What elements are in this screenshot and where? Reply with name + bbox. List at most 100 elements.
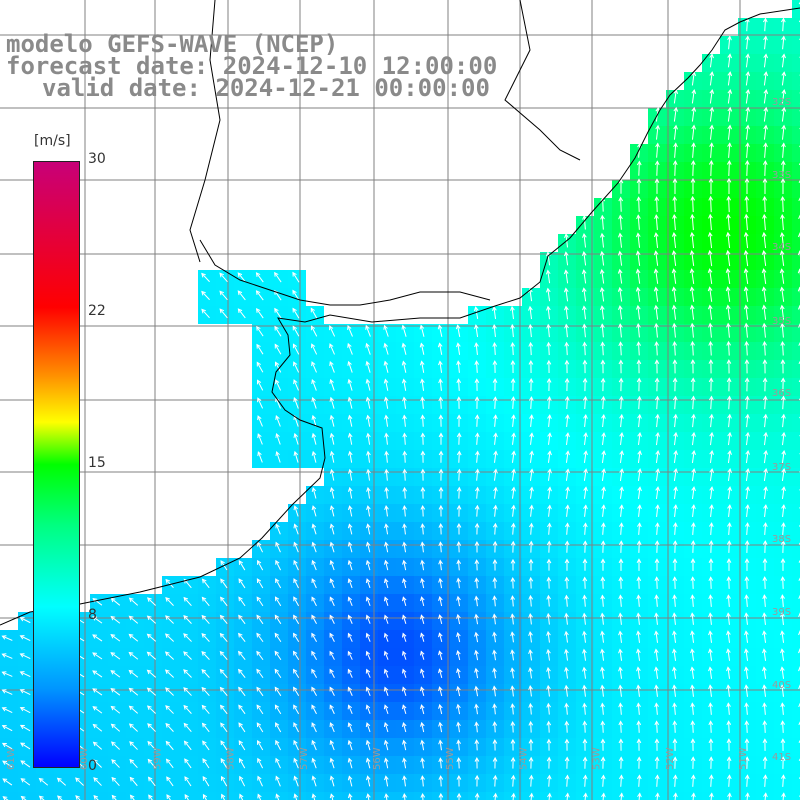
wind-arrow: [293, 432, 299, 445]
wind-arrow: [419, 686, 425, 697]
colorbar-tick-15: 15: [88, 455, 106, 471]
wind-arrow: [654, 377, 660, 392]
wind-cell: [792, 774, 800, 792]
wind-arrow: [293, 541, 299, 553]
wind-arrow: [274, 596, 282, 607]
wind-arrow: [708, 576, 714, 589]
wind-arrow: [690, 558, 696, 571]
wind-arrow: [311, 541, 317, 553]
wind-arrow: [146, 615, 157, 624]
wind-arrow: [564, 738, 570, 751]
wind-arrow: [329, 775, 335, 787]
wind-arrow: [671, 268, 677, 284]
wind-arrow: [311, 614, 317, 625]
colorbar: [33, 161, 80, 768]
wind-arrow: [619, 792, 624, 800]
wind-arrow: [745, 449, 750, 464]
wind-arrow: [744, 160, 750, 176]
wind-arrow: [528, 612, 533, 625]
wind-arrow: [780, 720, 786, 733]
wind-arrow: [274, 343, 282, 355]
wind-arrow: [274, 704, 282, 715]
wind-arrow: [762, 213, 767, 231]
wind-arrow: [582, 214, 587, 230]
wind-arrow: [347, 396, 353, 409]
wind-arrow: [256, 379, 264, 391]
wind-arrow: [110, 597, 121, 606]
wind-arrow: [511, 414, 516, 427]
wind-arrow: [781, 35, 786, 50]
wind-arrow: [564, 720, 570, 733]
wind-arrow: [510, 305, 515, 320]
wind-arrow: [691, 413, 696, 428]
wind-arrow: [474, 792, 480, 800]
wind-arrow: [419, 360, 425, 373]
wind-arrow: [402, 757, 407, 769]
wind-arrow: [129, 776, 138, 787]
wind-arrow: [438, 650, 443, 660]
wind-arrow: [672, 540, 678, 553]
wind-arrow: [129, 758, 138, 769]
wind-arrow: [165, 578, 174, 589]
wind-cell: [792, 756, 800, 774]
wind-arrow: [474, 739, 480, 751]
wind-arrow: [20, 760, 31, 768]
wind-arrow: [438, 632, 443, 643]
wind-arrow: [275, 722, 282, 733]
wind-arrow: [599, 250, 605, 266]
wind-arrow: [601, 413, 606, 428]
wind-arrow: [726, 558, 732, 571]
wind-arrow: [365, 722, 371, 733]
wind-arrow: [474, 703, 479, 715]
wind-arrow: [311, 414, 317, 427]
wind-arrow: [528, 359, 534, 374]
wind-arrow: [274, 668, 282, 679]
wind-arrow: [237, 272, 246, 283]
wind-arrow: [201, 722, 210, 733]
wind-arrow: [780, 178, 786, 194]
wind-arrow: [347, 468, 353, 481]
wind-arrow: [510, 667, 515, 679]
wind-arrow: [744, 322, 749, 338]
wind-arrow: [110, 670, 121, 678]
wind-arrow: [726, 540, 732, 553]
wind-cell: [234, 792, 252, 800]
wind-arrow: [653, 268, 659, 284]
wind-arrow: [726, 666, 731, 679]
wind-arrow: [384, 414, 389, 427]
wind-arrow: [583, 414, 588, 428]
wind-arrow: [600, 612, 605, 625]
wind-arrow: [366, 432, 371, 445]
wind-arrow: [183, 669, 192, 678]
wind-arrow: [293, 523, 299, 535]
wind-arrow: [582, 756, 588, 769]
wind-arrow: [744, 576, 750, 589]
wind-arrow: [492, 649, 497, 661]
wind-arrow: [202, 775, 210, 787]
wind-cell: [126, 792, 144, 800]
wind-arrow: [635, 268, 641, 284]
wind-arrow: [201, 272, 210, 283]
wind-arrow: [257, 775, 263, 787]
wind-arrow: [20, 778, 31, 786]
wind-cell: [18, 792, 36, 800]
wind-arrow: [528, 720, 534, 733]
wind-arrow: [636, 196, 642, 212]
wind-arrow: [547, 432, 552, 445]
wind-arrow: [474, 757, 480, 769]
wind-arrow: [219, 632, 228, 643]
wind-arrow: [637, 792, 642, 800]
wind-arrow: [128, 723, 138, 732]
wind-arrow: [147, 740, 156, 750]
wind-arrow: [690, 594, 695, 607]
wind-arrow: [310, 307, 318, 319]
longitude-label: 57W: [299, 747, 310, 770]
wind-arrow: [438, 414, 444, 427]
wind-arrow: [311, 578, 317, 589]
wind-arrow: [401, 686, 407, 696]
wind-arrow: [184, 793, 189, 800]
wind-arrow: [744, 612, 749, 625]
wind-arrow: [582, 594, 588, 607]
wind-arrow: [780, 594, 785, 607]
wind-arrow: [438, 757, 444, 769]
